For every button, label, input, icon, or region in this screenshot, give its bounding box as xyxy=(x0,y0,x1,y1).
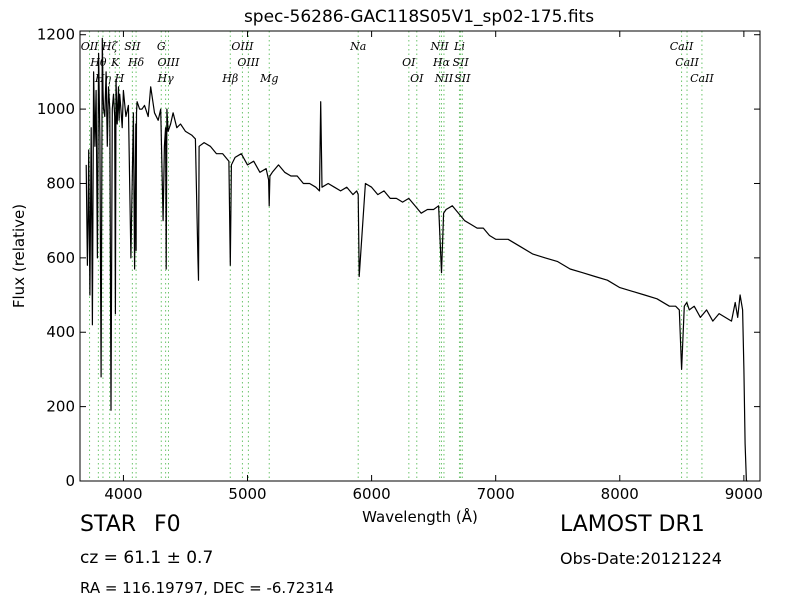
line-marker-label: OIII xyxy=(157,56,180,69)
subclass-label: F0 xyxy=(154,512,181,537)
y-tick-label: 200 xyxy=(46,398,75,416)
x-axis-label: Wavelength (Å) xyxy=(362,507,478,526)
spectrum-line xyxy=(85,37,748,482)
survey-label: LAMOST DR1 xyxy=(560,512,705,537)
class-label: STAR xyxy=(80,512,137,537)
line-marker-label: Mg xyxy=(259,72,278,85)
line-marker-label: Hβ xyxy=(221,72,238,85)
line-marker-label: OI xyxy=(410,72,424,85)
line-marker-label: Li xyxy=(453,40,465,53)
y-tick-label: 1000 xyxy=(37,100,75,118)
series-layer xyxy=(85,37,748,482)
line-marker-label: OI xyxy=(402,56,416,69)
line-marker-label: H xyxy=(114,72,125,85)
x-tick-label: 5000 xyxy=(228,485,266,503)
y-axis-label: Flux (relative) xyxy=(10,204,28,308)
line-marker-label: NII xyxy=(434,72,454,85)
x-tick-label: 8000 xyxy=(601,485,639,503)
line-marker-label: Hα xyxy=(432,56,451,69)
y-tick-label: 800 xyxy=(46,174,75,192)
redshift-label: cz = 61.1 ± 0.7 xyxy=(80,548,214,568)
x-tick-label: 7000 xyxy=(477,485,515,503)
chart-title: spec-56286-GAC118S05V1_sp02-175.fits xyxy=(244,7,594,27)
y-tick-label: 0 xyxy=(65,472,75,490)
line-marker-label: SII xyxy=(124,40,141,53)
line-marker-label: Hδ xyxy=(127,56,145,69)
x-tick-label: 9000 xyxy=(725,485,763,503)
line-marker-label: K xyxy=(110,56,120,69)
line-marker-label: G xyxy=(157,40,166,53)
y-tick-label: 1200 xyxy=(37,26,75,44)
line-marker-label: CaII xyxy=(690,72,714,85)
line-marker-label: CaII xyxy=(670,40,694,53)
line-marker-label: OIII xyxy=(231,40,254,53)
y-tick-label: 600 xyxy=(46,249,75,267)
line-marker-label: NII xyxy=(429,40,449,53)
x-tick-label: 4000 xyxy=(104,485,142,503)
line-marker-label: SII xyxy=(452,56,469,69)
line-marker-label: OII xyxy=(81,40,99,53)
line-marker-label: Hγ xyxy=(157,72,175,85)
coordinates-label: RA = 116.19797, DEC = -6.72314 xyxy=(80,579,334,597)
line-marker-label: Na xyxy=(349,40,366,53)
axis-tick-layer: 4000 5000 6000 7000 8000 9000 0 200 400 600 800 100… xyxy=(37,26,763,503)
line-marker-label: SII xyxy=(454,72,471,85)
x-tick-label: 6000 xyxy=(353,485,391,503)
plot-frame xyxy=(79,30,761,482)
line-marker-layer: OIIHθHηHζKHSIIHδHγGOIIIHβOIIIOIIIMgNaOIO… xyxy=(81,31,714,481)
line-marker-label: CaII xyxy=(675,56,699,69)
y-tick-label: 400 xyxy=(46,323,75,341)
object-class: STAR F0 xyxy=(80,512,181,537)
line-marker-label: Hζ xyxy=(101,40,119,53)
line-marker-label: OIII xyxy=(237,56,260,69)
obs-date-label: Obs-Date:20121224 xyxy=(560,549,722,568)
